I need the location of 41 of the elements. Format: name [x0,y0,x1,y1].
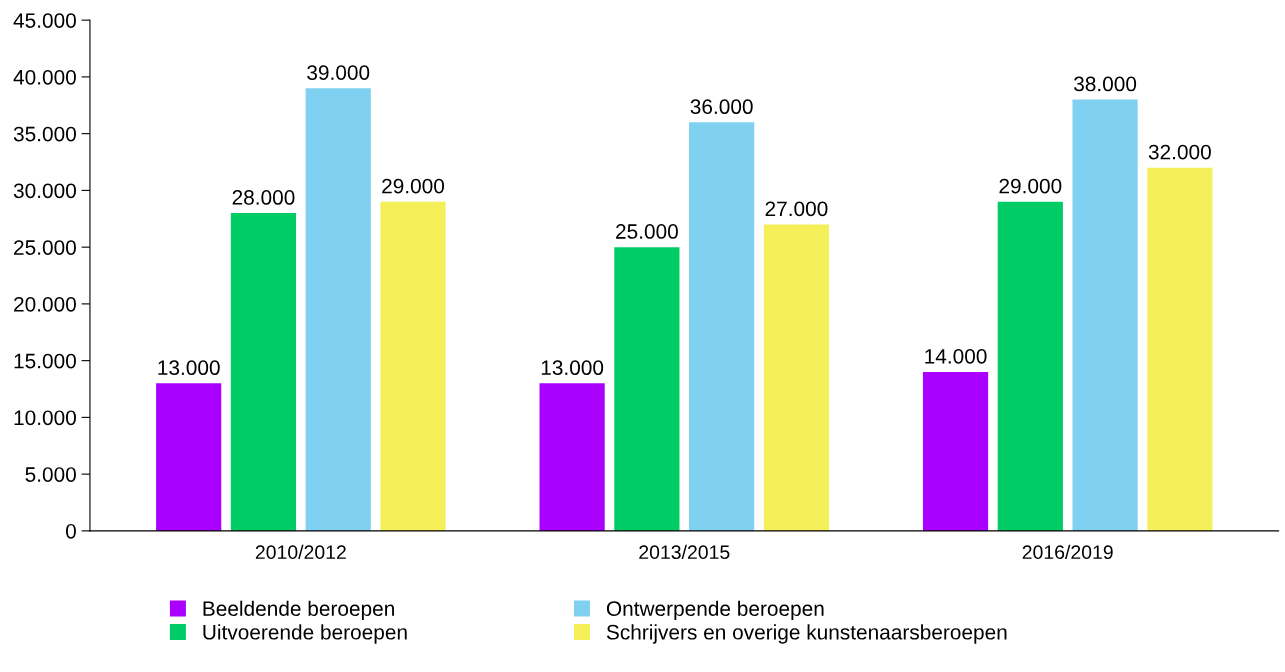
y-tick-label: 35.000 [13,126,76,142]
y-tick-label: 0 [65,523,76,539]
data-label: 13.000 [158,360,220,376]
y-tick-label: 20.000 [14,296,76,312]
x-tick-label: 2013/2015 [639,544,730,560]
data-label: 28.000 [232,190,295,205]
bar [156,383,222,531]
y-tick-label: 45.000 [13,13,76,28]
y-tick-label: 15.000 [14,353,76,369]
bar [230,213,297,531]
legend-label: Schrijvers en overige kunstenaarsberoepen [606,624,1007,644]
bar [614,247,680,531]
data-label: 36.000 [690,99,753,115]
y-tick-label: 10.000 [14,410,76,426]
x-tick-label: 2016/2019 [1022,544,1113,560]
bar [1072,99,1138,531]
legend-label: Uitvoerende beroepen [203,624,407,644]
bar [689,122,755,531]
y-tick-label: 25.000 [14,240,76,255]
legend-label: Ontwerpende beroepen [606,600,824,621]
bar [305,88,371,531]
data-label: 38.000 [1074,76,1137,92]
data-label: 27.000 [765,201,828,217]
y-tick-label: 5.000 [25,467,76,482]
data-label: 14.000 [925,348,987,364]
data-label: 29.000 [382,178,445,194]
bar [763,224,830,531]
y-tick-label: 30.000 [13,183,76,199]
bar [539,383,605,531]
bar [997,201,1063,531]
data-label: 39.000 [307,65,370,80]
legend-label: Beeldende beroepen [203,600,394,621]
bar [380,201,446,531]
bar [1147,167,1213,531]
bar [922,371,989,531]
data-label: 25.000 [616,224,678,239]
x-tick-label: 2010/2012 [255,544,346,560]
data-label: 13.000 [541,360,604,376]
data-label: 32.000 [1148,144,1211,160]
data-label: 29.000 [999,178,1062,194]
y-tick-label: 40.000 [13,69,76,85]
